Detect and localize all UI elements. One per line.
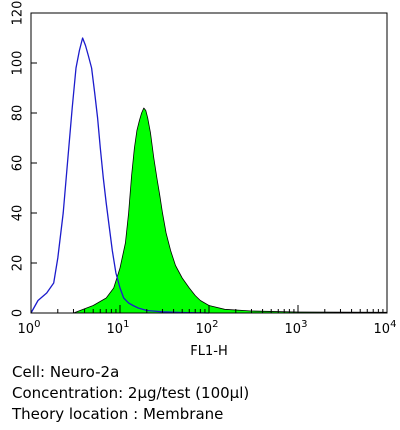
x-axis-ticks: 100 101 102 103 104 bbox=[18, 305, 397, 337]
theory-location-label: Theory location : Membrane bbox=[12, 405, 224, 423]
y-tick-label: 40 bbox=[11, 205, 26, 222]
y-tick-label: 20 bbox=[11, 255, 26, 272]
filled-histogram-series bbox=[73, 107, 388, 314]
x-tick-label: 102 bbox=[196, 319, 219, 337]
cell-line-label: Cell: Neuro-2a bbox=[12, 363, 120, 381]
x-axis-title: FL1-H bbox=[190, 344, 227, 359]
x-tick-label: 101 bbox=[107, 319, 130, 337]
histogram-chart: 0 20 40 60 80 100 120 100 101 102 103 104 FL1-H bbox=[11, 1, 397, 359]
x-tick-label: 103 bbox=[285, 319, 308, 337]
y-tick-label: 0 bbox=[11, 309, 26, 317]
sample-info: Cell: Neuro-2a Concentration: 2µg/test (… bbox=[12, 362, 392, 425]
y-tick-label: 120 bbox=[11, 1, 26, 26]
y-axis-ticks: 0 20 40 60 80 100 120 bbox=[11, 1, 37, 317]
y-tick-label: 60 bbox=[11, 155, 26, 172]
outline-histogram-series bbox=[30, 37, 210, 314]
x-tick-label: 104 bbox=[374, 319, 397, 337]
x-tick-label: 100 bbox=[18, 319, 41, 337]
y-tick-label: 100 bbox=[11, 51, 26, 76]
plot-area bbox=[30, 37, 388, 314]
concentration-label: Concentration: 2µg/test (100µl) bbox=[12, 384, 250, 402]
plot-frame bbox=[30, 12, 388, 314]
y-tick-label: 80 bbox=[11, 105, 26, 122]
